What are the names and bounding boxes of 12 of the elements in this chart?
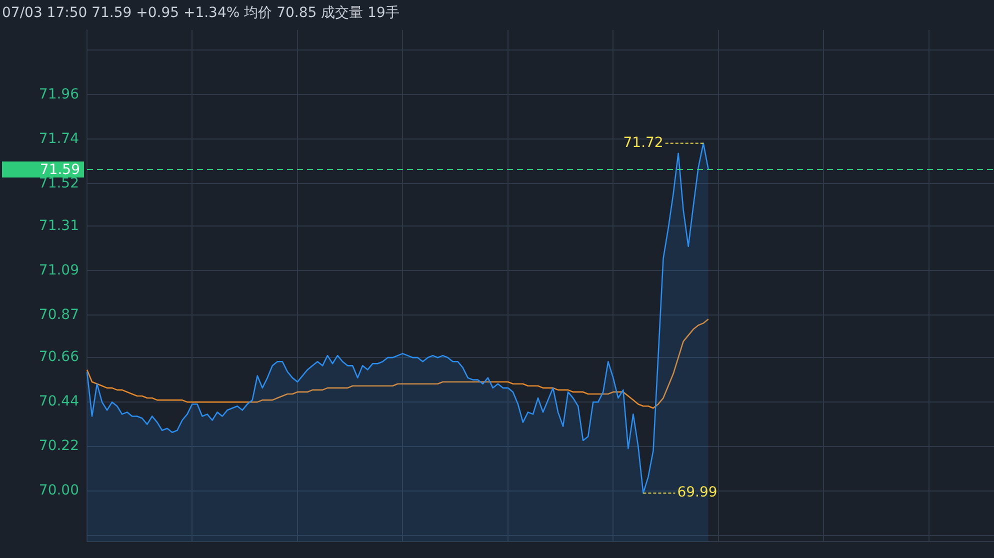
y-tick-label: 71.74 [38, 130, 80, 147]
y-tick-label: 71.09 [38, 262, 79, 278]
y-tick-label: 70.22 [38, 438, 79, 454]
chart-title: 07/03 17:50 71.59 +0.95 +1.34% 均价 70.85 成交量 19手 [2, 4, 400, 22]
data-label: 71.72 [623, 134, 664, 151]
data-label: 69.99 [677, 484, 718, 501]
y-tick-label: 71.31 [38, 218, 79, 234]
y-tick-label: 70.44 [38, 394, 80, 410]
y-tick-label: 70.66 [38, 349, 80, 366]
y-tick-label: 70.00 [38, 482, 79, 499]
y-tick-label: 70.87 [38, 306, 79, 323]
y-tick-label: 71.96 [38, 86, 80, 102]
